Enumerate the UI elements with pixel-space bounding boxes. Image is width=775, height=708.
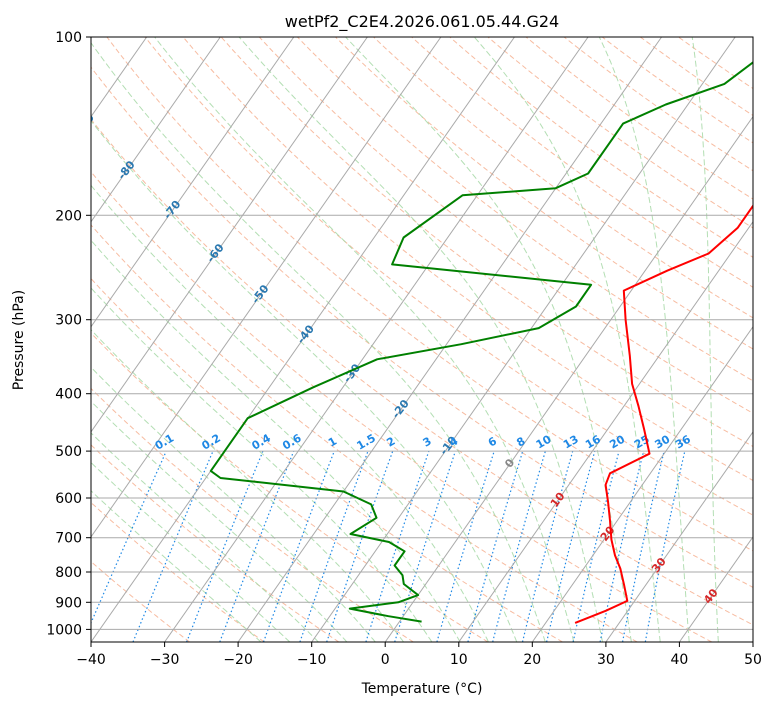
- mixing-ratio-line: [436, 450, 495, 642]
- x-tick-label: −40: [76, 652, 106, 668]
- dry-adiabat: [91, 277, 563, 642]
- dry-adiabat: [91, 560, 190, 642]
- isotherm-line: [91, 37, 442, 538]
- isotherm-line: [458, 220, 753, 642]
- mixing-ratio-line: [326, 450, 394, 642]
- x-axis-label: Temperature (°C): [361, 681, 483, 697]
- x-tick-label: −10: [297, 652, 327, 668]
- moist-adiabat: [91, 366, 376, 642]
- mixing-ratio-line: [262, 450, 335, 642]
- moist-adiabat: [473, 37, 661, 642]
- moist-adiabat: [238, 37, 603, 642]
- isotherm-line: [605, 430, 753, 642]
- dry-adiabat: [297, 37, 753, 382]
- isotherm-line: [91, 37, 515, 642]
- dewpoint-profile: [209, 61, 753, 623]
- x-tick-label: 50: [744, 652, 762, 668]
- moist-adiabat: [91, 184, 489, 642]
- isotherm-line: [91, 37, 368, 433]
- x-axis-ticks: −40 −30 −20 −10 0 10 20 30 40 50: [76, 642, 762, 668]
- dry-adiabat: [91, 118, 753, 626]
- temperature-profile: [574, 204, 753, 624]
- moist-adiabat: [91, 490, 262, 642]
- isotherm-line: [91, 37, 295, 328]
- x-tick-label: 10: [450, 652, 468, 668]
- moist-adiabat: [91, 119, 518, 642]
- x-tick-label: 40: [670, 652, 688, 668]
- plot-frame: [90, 36, 754, 643]
- dry-adiabat: [144, 37, 753, 516]
- y-tick-label: 600: [55, 491, 82, 507]
- x-tick-label: −20: [223, 652, 253, 668]
- isotherm-line: [91, 37, 221, 223]
- moist-adiabat: [598, 37, 690, 642]
- dry-adiabat: [182, 37, 753, 482]
- y-tick-label: 800: [55, 565, 82, 581]
- y-tick-label: 700: [55, 531, 82, 547]
- mixing-ratio-line: [599, 450, 645, 642]
- moist-adiabat: [91, 239, 461, 642]
- x-tick-label: 30: [597, 652, 615, 668]
- y-axis-label: Pressure (hPa): [11, 290, 27, 390]
- moist-adiabat: [91, 400, 348, 642]
- plot-area: -100-90-80-70-60-50-40-30-20-10010203040…: [91, 37, 753, 642]
- x-tick-label: 0: [381, 652, 390, 668]
- isotherm-line: [678, 535, 753, 642]
- profile-series: [209, 61, 753, 624]
- isotherm-line: [237, 37, 663, 642]
- y-tick-label: 1000: [46, 622, 82, 638]
- mixing-ratio-lines: [91, 450, 686, 642]
- y-tick-label: 100: [55, 30, 82, 46]
- y-axis-ticks: 100 200 300 400 500 600 700 800 900 1000: [46, 30, 91, 638]
- mixing-ratio-line: [572, 450, 620, 642]
- x-tick-label: 20: [523, 652, 541, 668]
- mixing-ratio-line: [219, 450, 295, 642]
- y-tick-label: 900: [55, 595, 82, 611]
- isotherm-line: [531, 325, 753, 642]
- isotherm-line: [164, 37, 589, 642]
- mixing-ratio-line: [91, 450, 167, 625]
- dry-adiabat: [91, 224, 638, 642]
- dry-adiabat: [91, 66, 753, 588]
- pressure-gridlines: [91, 37, 753, 630]
- mixing-ratio-line: [365, 450, 430, 642]
- mixing-ratio-line: [521, 450, 574, 642]
- mixing-ratio-line: [546, 450, 596, 642]
- moist-adiabats: [91, 37, 719, 642]
- mixing-ratio-line: [467, 450, 524, 642]
- moist-adiabat: [154, 37, 575, 642]
- x-tick-label: −30: [150, 652, 180, 668]
- isotherm-line: [384, 115, 753, 642]
- moist-adiabat: [691, 37, 719, 642]
- moist-adiabat: [91, 432, 319, 642]
- chart-title: wetPf2_C2E4.2026.061.05.44.G24: [285, 12, 559, 32]
- mixing-ratio-line: [132, 450, 214, 642]
- dry-adiabat: [91, 387, 414, 642]
- mixing-ratio-line: [186, 450, 264, 642]
- dry-adiabat: [91, 171, 713, 642]
- y-tick-label: 400: [55, 387, 82, 403]
- y-tick-label: 300: [55, 313, 82, 329]
- y-tick-label: 500: [55, 444, 82, 460]
- dry-adiabat: [91, 332, 489, 642]
- y-tick-label: 200: [55, 208, 82, 224]
